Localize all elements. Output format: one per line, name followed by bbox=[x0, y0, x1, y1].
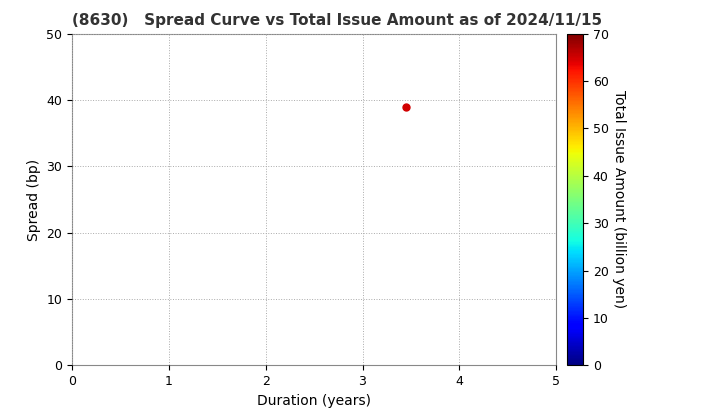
Y-axis label: Total Issue Amount (billion yen): Total Issue Amount (billion yen) bbox=[611, 90, 626, 309]
Point bbox=[400, 103, 412, 110]
Text: (8630)   Spread Curve vs Total Issue Amount as of 2024/11/15: (8630) Spread Curve vs Total Issue Amoun… bbox=[72, 13, 602, 28]
X-axis label: Duration (years): Duration (years) bbox=[257, 394, 371, 408]
Y-axis label: Spread (bp): Spread (bp) bbox=[27, 158, 41, 241]
